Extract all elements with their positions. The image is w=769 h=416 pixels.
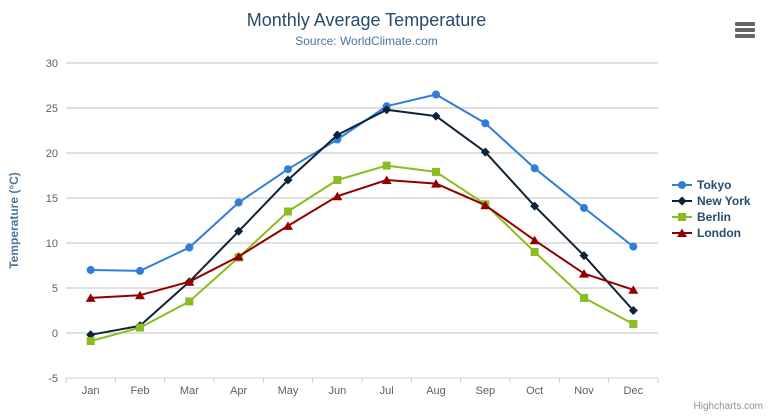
x-axis-tick-label: Feb [131, 385, 150, 397]
hamburger-icon [735, 34, 755, 38]
legend-item-new-york[interactable]: New York [672, 193, 751, 209]
legend-marker-circle-icon [672, 181, 692, 189]
y-axis-tick-label: 20 [46, 148, 58, 160]
data-point-new-york-aug[interactable] [431, 111, 441, 121]
data-point-london-jan[interactable] [85, 293, 96, 302]
series-line-berlin[interactable] [89, 164, 635, 343]
x-axis-tick-label: Jan [82, 385, 100, 397]
data-point-new-york-sep[interactable] [480, 147, 490, 157]
data-point-london-mar[interactable] [184, 277, 195, 286]
legend-label: Tokyo [697, 178, 732, 192]
x-axis-tick-label: Apr [230, 385, 247, 397]
data-point-berlin-may[interactable] [284, 207, 292, 216]
data-point-tokyo-apr[interactable] [234, 198, 243, 207]
series-line-new-york[interactable] [89, 108, 635, 336]
data-point-berlin-jul[interactable] [382, 161, 391, 170]
y-axis-tick-label: 10 [46, 238, 58, 250]
y-axis-tick-label: 25 [46, 103, 58, 115]
data-point-london-jul[interactable] [381, 175, 392, 185]
x-axis-tick-label: Mar [180, 385, 199, 397]
x-axis-tick-label: Oct [526, 385, 543, 397]
legend-item-berlin[interactable]: Berlin [672, 209, 751, 225]
data-point-tokyo-may[interactable] [284, 165, 292, 174]
data-point-berlin-jun[interactable] [333, 176, 342, 184]
series-line-tokyo[interactable] [89, 93, 635, 272]
legend-marker-square-icon [672, 213, 692, 221]
data-point-tokyo-sep[interactable] [481, 119, 490, 128]
chart-subtitle: Source: WorldClimate.com [295, 34, 438, 48]
legend-item-london[interactable]: London [672, 225, 751, 241]
data-point-london-aug[interactable] [431, 179, 441, 188]
legend-marker-triangle-icon [672, 228, 692, 237]
series-tokyo [86, 90, 638, 275]
y-axis-tick-label: 15 [46, 193, 58, 205]
x-axis-tick-label: Nov [574, 385, 594, 397]
series-line-london[interactable] [89, 179, 635, 299]
export-menu-button[interactable] [733, 21, 757, 39]
legend-label: London [697, 226, 741, 240]
data-point-berlin-feb[interactable] [136, 323, 144, 332]
data-point-tokyo-jan[interactable] [86, 266, 95, 274]
x-axis-tick-label: May [278, 385, 299, 397]
legend-symbol [678, 181, 686, 189]
data-point-london-may[interactable] [283, 221, 293, 230]
data-point-tokyo-oct[interactable] [530, 164, 539, 173]
data-point-new-york-nov[interactable] [579, 251, 589, 261]
y-axis-title: Temperature (°C) [7, 172, 21, 269]
data-point-berlin-dec[interactable] [629, 320, 638, 328]
data-point-london-jun[interactable] [332, 191, 343, 201]
data-point-berlin-oct[interactable] [530, 248, 539, 256]
legend-symbol [677, 228, 687, 237]
data-point-tokyo-aug[interactable] [432, 90, 440, 99]
series-new-york [86, 105, 638, 340]
x-axis-tick-label: Sep [476, 385, 496, 397]
data-point-new-york-jan[interactable] [86, 330, 96, 340]
legend-symbol [678, 213, 686, 221]
legend-label: Berlin [697, 210, 732, 224]
data-point-new-york-may[interactable] [283, 175, 293, 185]
data-point-london-oct[interactable] [529, 235, 540, 245]
data-point-new-york-apr[interactable] [234, 226, 244, 236]
legend-symbol [677, 196, 687, 206]
x-axis-tick-label: Dec [624, 385, 644, 397]
y-axis-tick-label: 30 [46, 58, 58, 70]
data-point-new-york-jul[interactable] [382, 105, 392, 115]
highcharts-credit-link[interactable]: Highcharts.com [693, 401, 763, 412]
data-point-tokyo-mar[interactable] [185, 243, 194, 252]
data-point-london-sep[interactable] [480, 200, 491, 210]
data-point-berlin-jan[interactable] [86, 337, 95, 346]
data-point-london-apr[interactable] [233, 252, 244, 261]
data-point-new-york-jun[interactable] [332, 130, 342, 140]
chart-title: Monthly Average Temperature [246, 10, 487, 30]
data-point-london-nov[interactable] [579, 269, 589, 278]
data-point-tokyo-dec[interactable] [629, 242, 638, 251]
legend-marker-diamond-icon [672, 196, 692, 206]
data-point-new-york-dec[interactable] [628, 306, 638, 315]
x-axis-tick-label: Jul [380, 385, 394, 397]
data-point-new-york-oct[interactable] [530, 201, 540, 211]
legend: Tokyo New York Berlin London [672, 177, 751, 241]
y-axis-tick-label: -5 [48, 373, 58, 385]
hamburger-icon [735, 22, 755, 26]
data-point-london-feb[interactable] [135, 290, 145, 300]
data-point-berlin-aug[interactable] [432, 167, 440, 176]
data-point-tokyo-nov[interactable] [580, 203, 588, 212]
data-point-london-dec[interactable] [628, 285, 639, 294]
hamburger-icon [735, 28, 755, 32]
series-london [85, 175, 639, 302]
x-axis-tick-label: Aug [426, 385, 446, 397]
y-axis-tick-label: 0 [52, 328, 58, 340]
legend-label: New York [697, 194, 751, 208]
data-point-berlin-nov[interactable] [580, 293, 588, 302]
legend-item-tokyo[interactable]: Tokyo [672, 177, 751, 193]
data-point-tokyo-feb[interactable] [136, 266, 144, 275]
y-axis-tick-label: 5 [52, 283, 58, 295]
data-point-berlin-mar[interactable] [185, 297, 194, 306]
x-axis-tick-label: Jun [328, 385, 346, 397]
